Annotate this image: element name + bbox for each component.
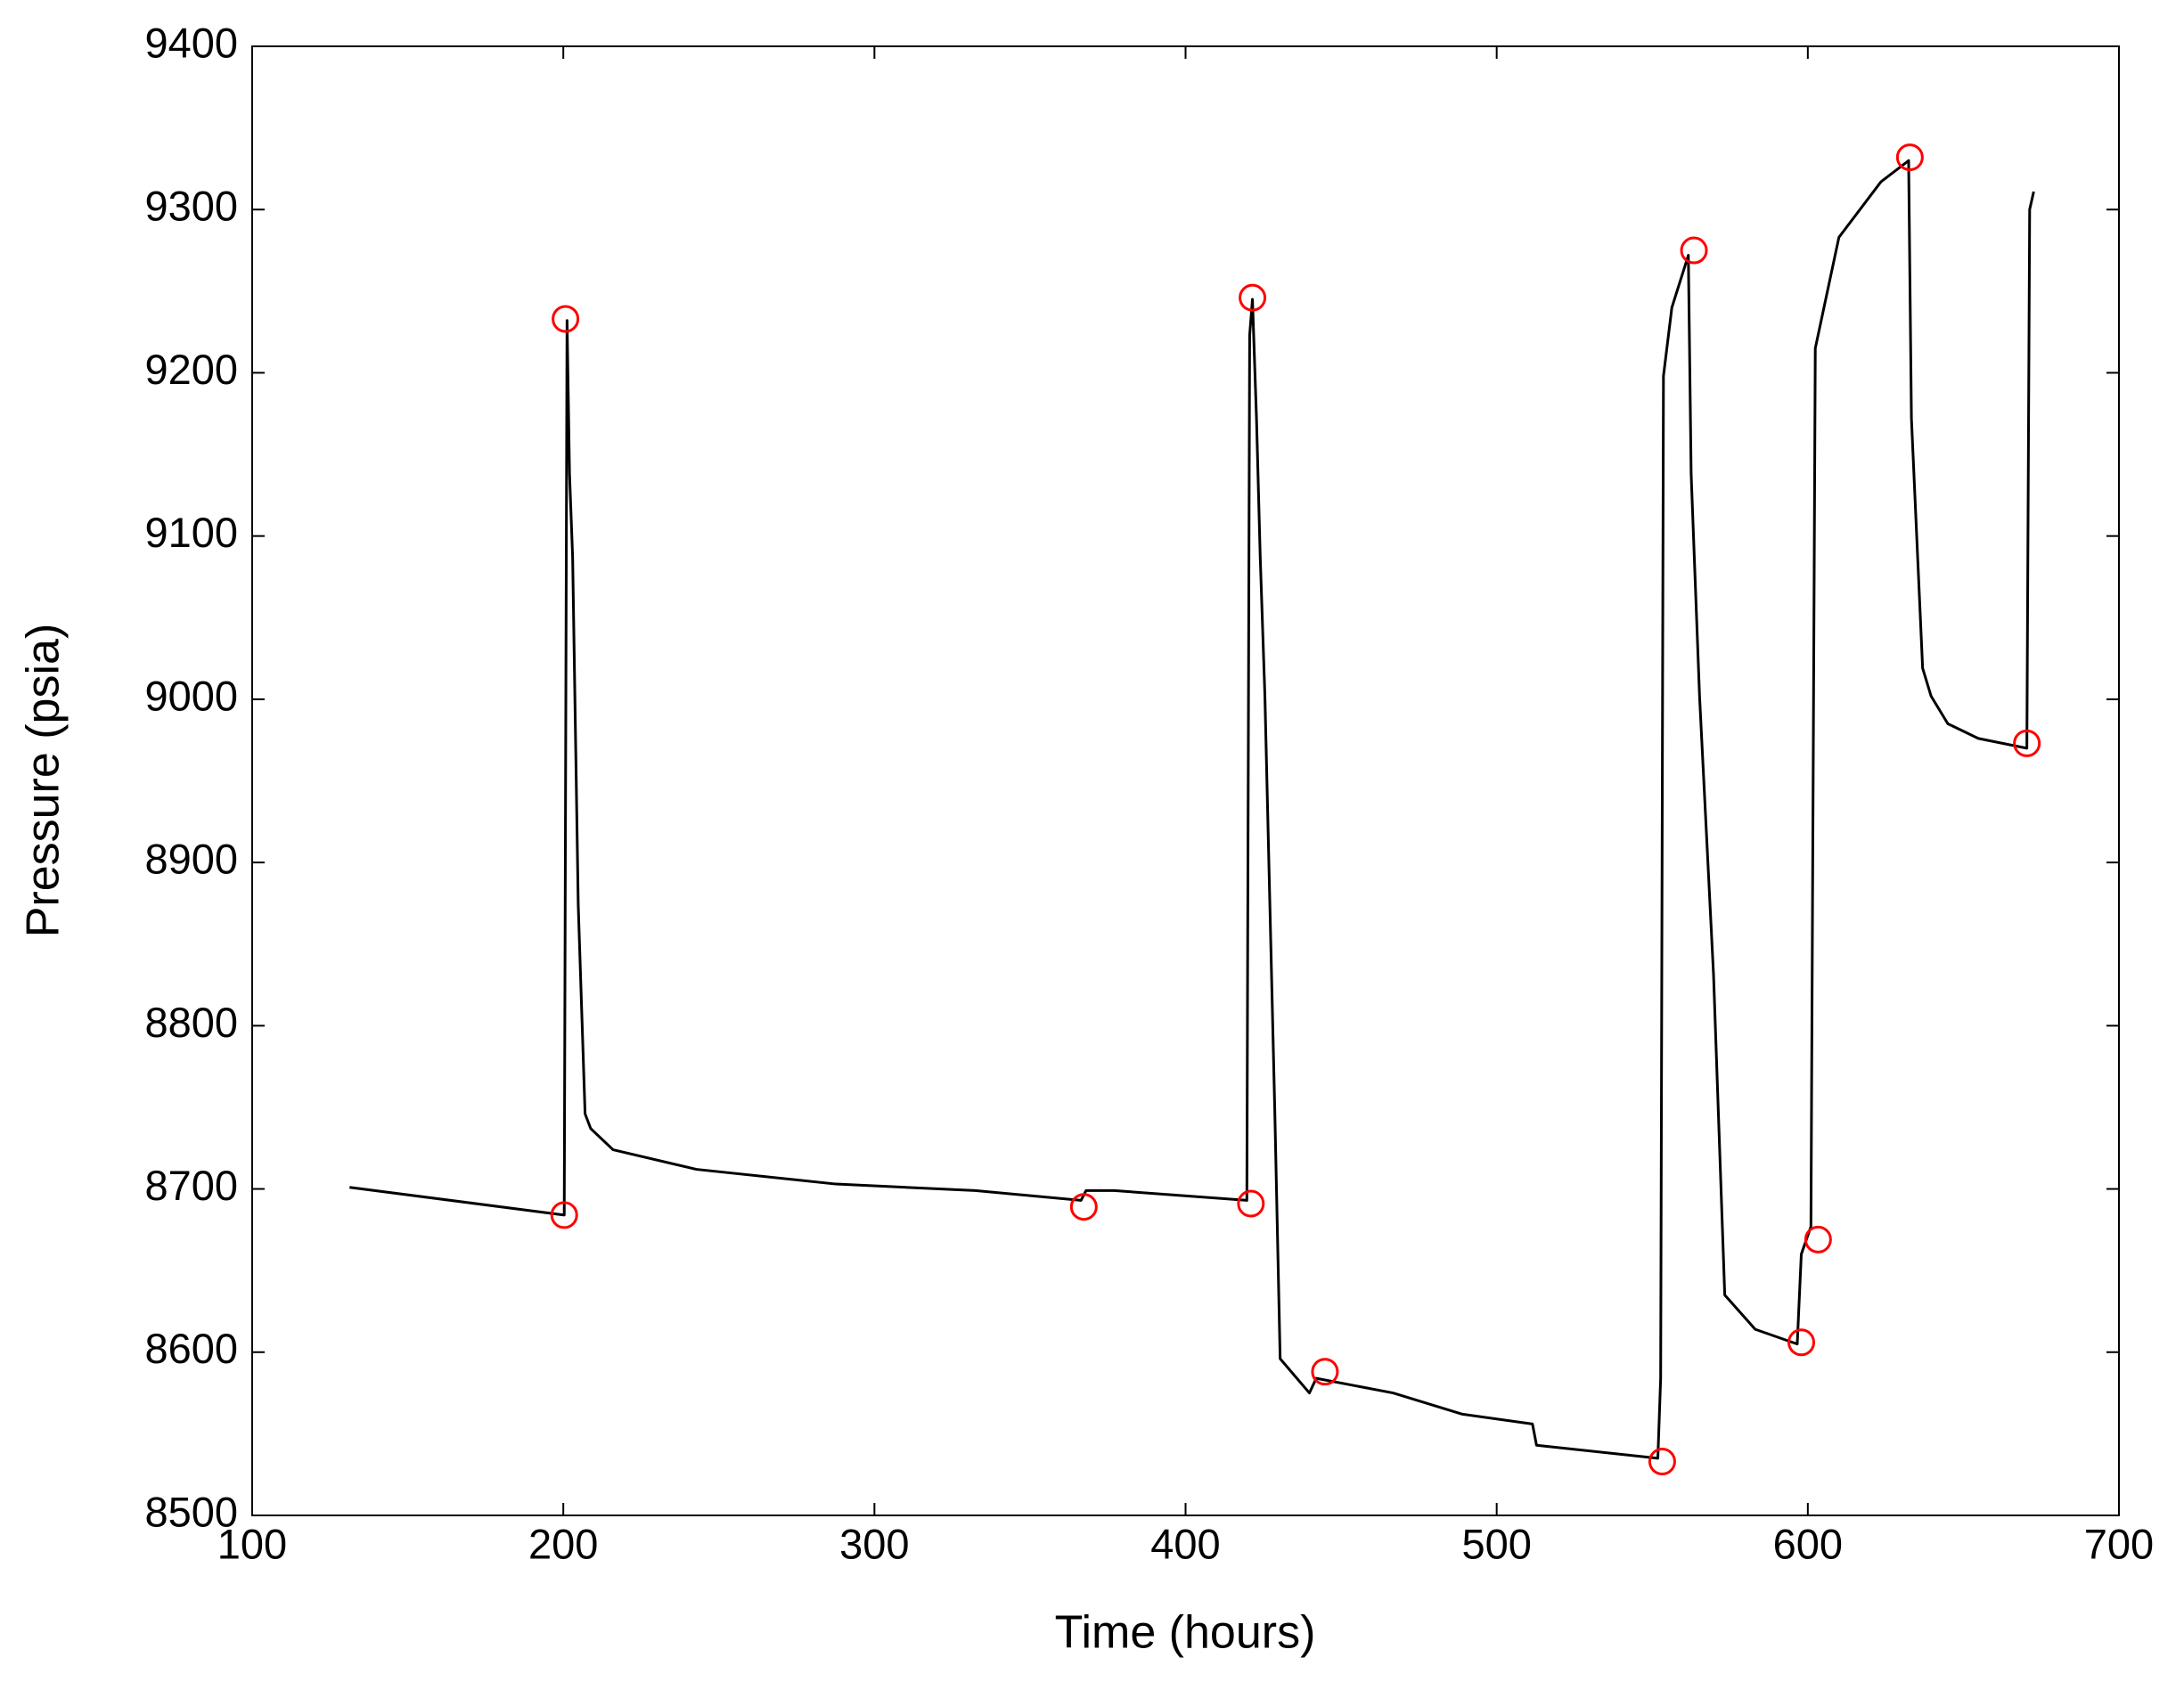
y-tick-label: 9300 [144,183,238,230]
marker [2013,729,2041,757]
y-tick-label: 8800 [144,999,238,1046]
marker [1648,1448,1676,1476]
x-tick-label: 300 [839,1520,909,1567]
y-tick-label: 8500 [144,1488,238,1535]
y-tick-label: 8600 [144,1325,238,1372]
y-tick-label: 9100 [144,509,238,556]
x-tick-label: 100 [217,1520,287,1567]
plot-area [251,45,2120,1516]
y-tick-label: 9200 [144,346,238,393]
marker [552,305,580,333]
marker [1787,1328,1816,1357]
marker [1069,1193,1098,1221]
y-tick-label: 9000 [144,672,238,719]
x-tick-label: 400 [1150,1520,1220,1567]
x-tick-label: 200 [528,1520,598,1567]
y-tick-label: 8700 [144,1162,238,1209]
marker [1895,143,1924,172]
marker [1311,1358,1339,1386]
y-axis-label: Pressure (psia) [18,624,70,938]
marker [1804,1225,1832,1253]
x-tick-label: 600 [1773,1520,1843,1567]
x-tick-label: 500 [1461,1520,1531,1567]
x-tick-label: 700 [2084,1520,2154,1567]
marker [1237,1189,1265,1218]
x-axis-label: Time (hours) [1055,1607,1316,1659]
y-tick-label: 8900 [144,836,238,883]
y-tick-label: 9400 [144,19,238,66]
data-line [349,159,2035,1460]
marker [1680,236,1708,265]
marker [1239,283,1267,312]
marker [550,1201,578,1229]
